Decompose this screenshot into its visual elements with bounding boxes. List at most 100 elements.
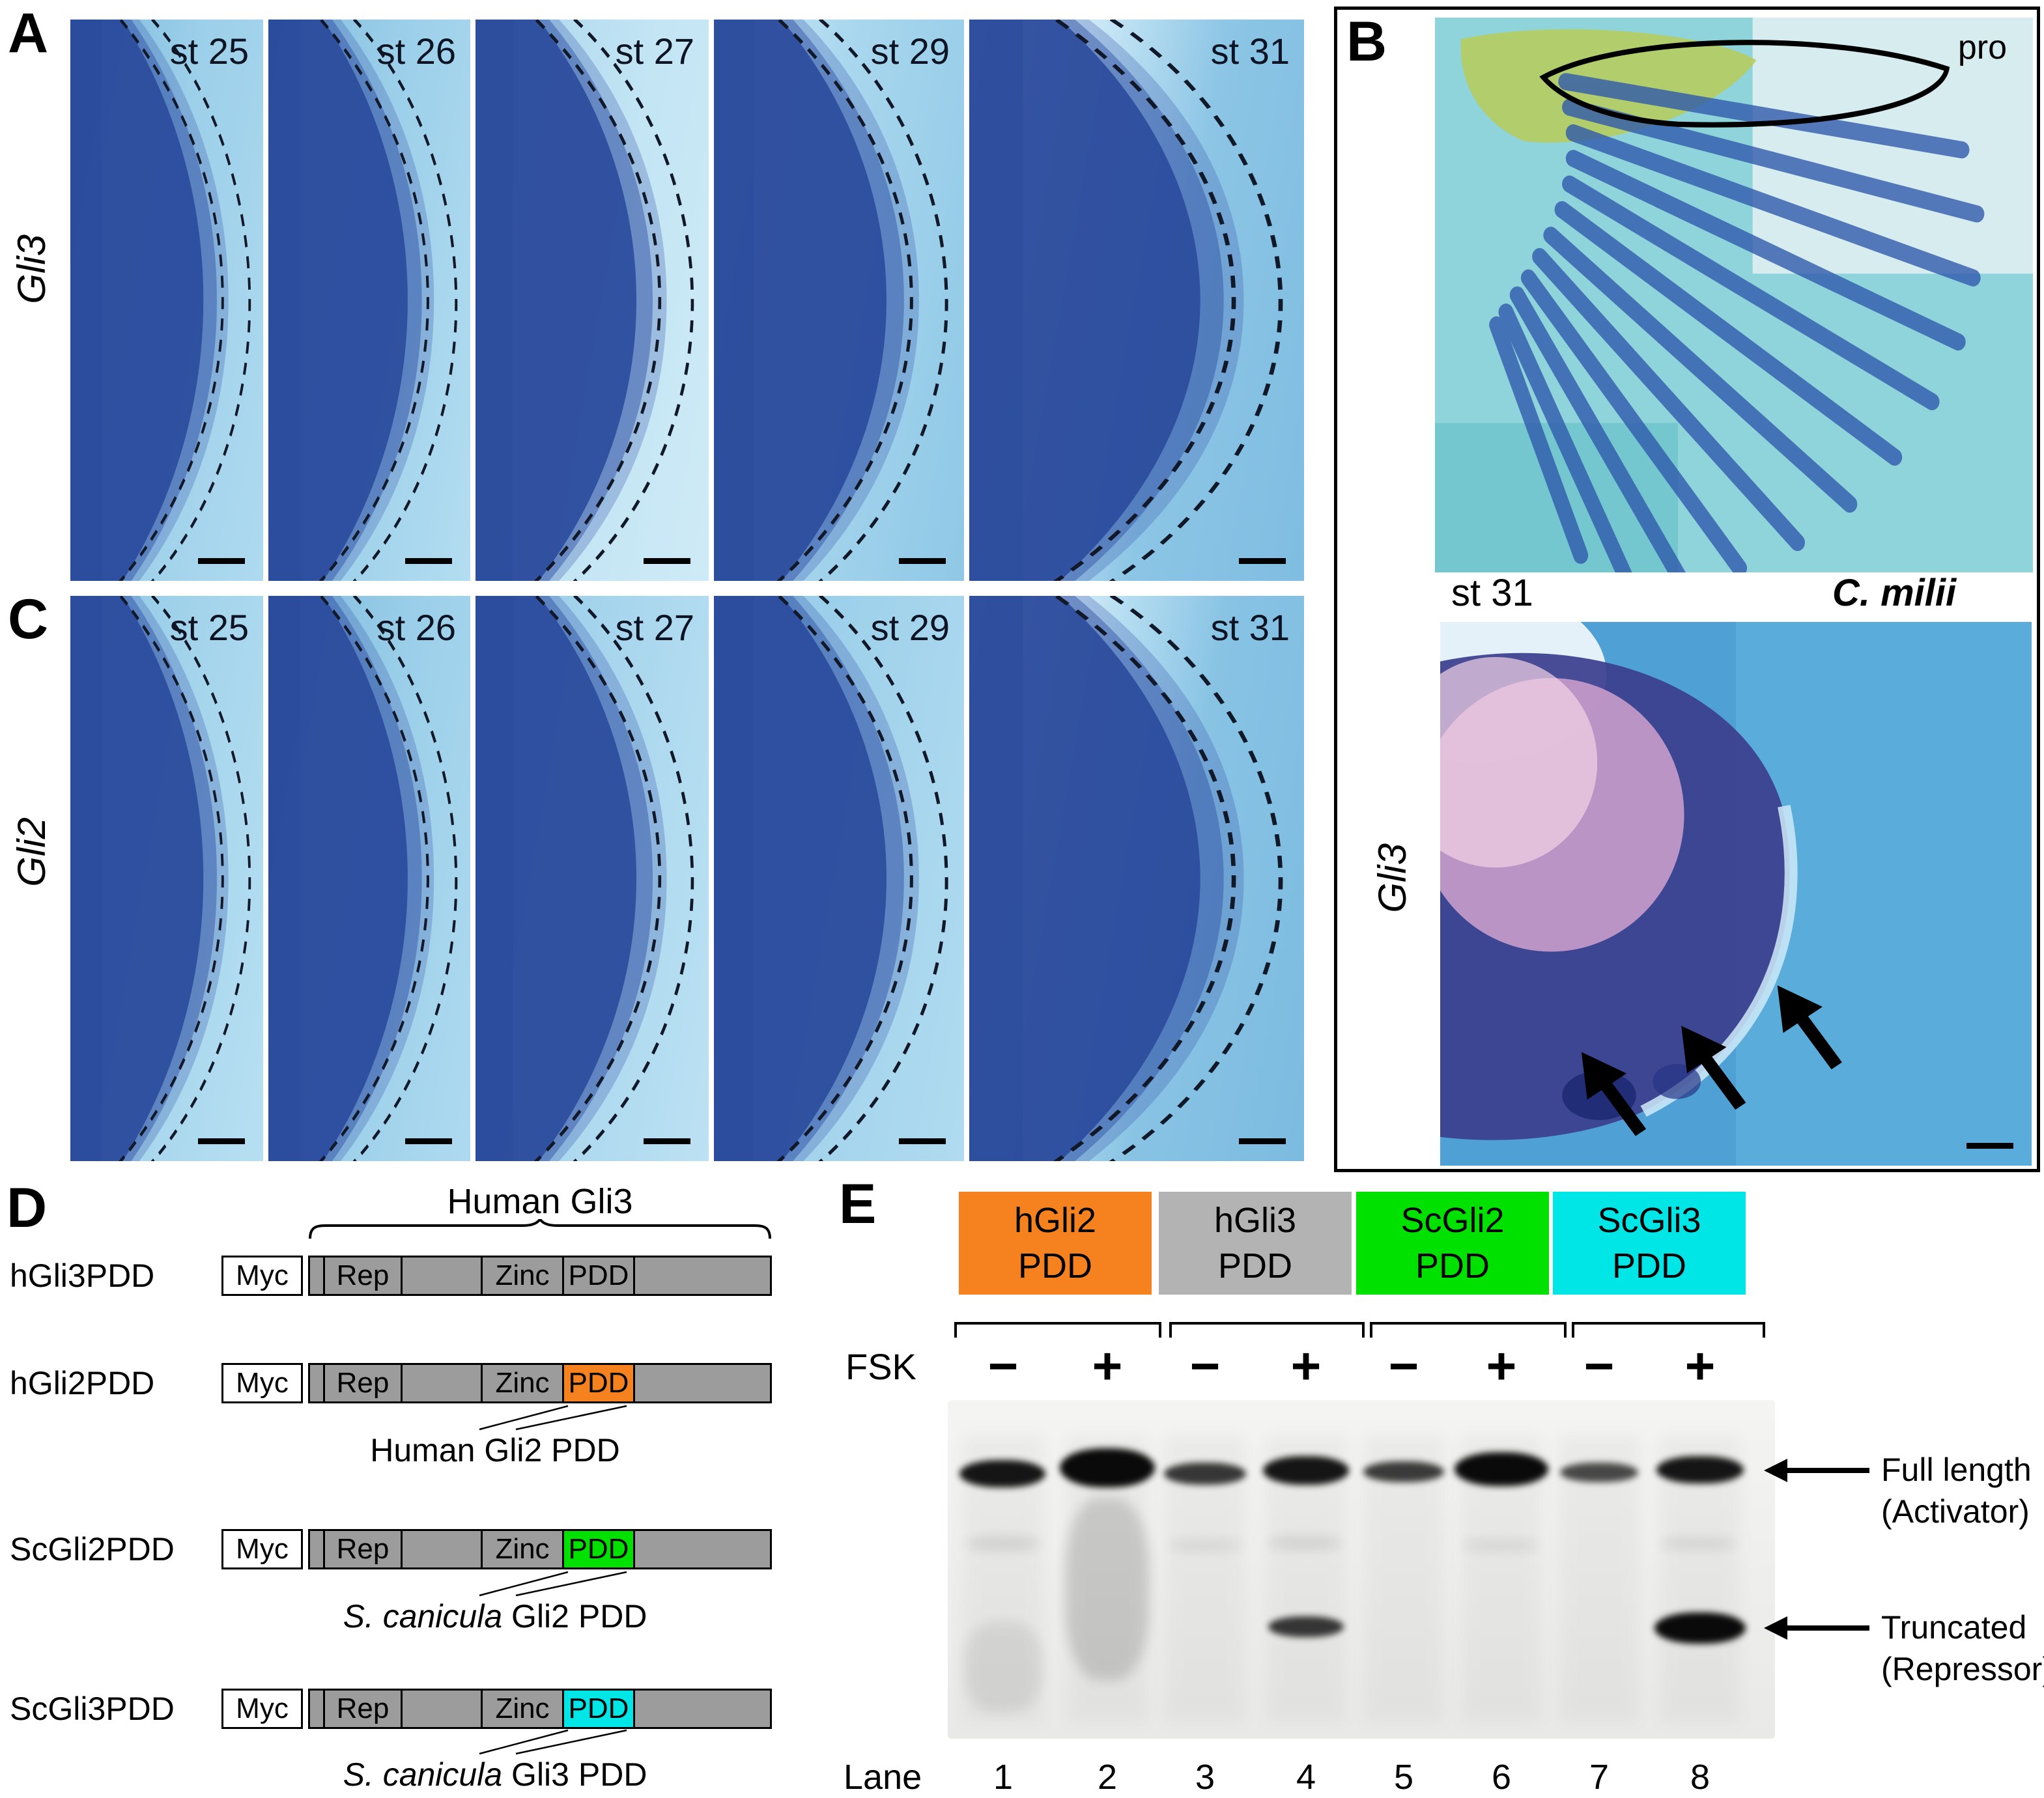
- rep-domain-box: Rep: [323, 1363, 403, 1403]
- fin-illustration: [714, 20, 964, 581]
- fin-illustration: [969, 596, 1304, 1161]
- pdd-annotation: S. canicula Gli2 PDD: [313, 1597, 677, 1635]
- construct-name: ScGli2PDD: [10, 1531, 175, 1567]
- group-line2: PDD: [1017, 1246, 1092, 1285]
- pdd-pointer-lines: [479, 1571, 627, 1597]
- stage-label: st 26: [376, 607, 456, 648]
- lane-number-4: 4: [1296, 1758, 1316, 1797]
- scale-bar: [1239, 1138, 1286, 1144]
- fsk-sign-lane8: +: [1684, 1337, 1716, 1395]
- stage-label: st 29: [870, 31, 950, 72]
- band-full-lane3: [1164, 1463, 1246, 1485]
- full-length-label-line1: Full length: [1881, 1452, 2032, 1488]
- panel-a-gene-label: Gli3: [10, 234, 53, 304]
- gli3-insitu-photo: [1440, 622, 2032, 1166]
- stage-label: st 29: [870, 607, 950, 648]
- lane-smear: [1559, 1436, 1639, 1722]
- pdd-pointer-lines: [479, 1729, 627, 1755]
- western-blot: [948, 1400, 1775, 1739]
- gli3-insitu-illustration: [1440, 622, 2032, 1166]
- construct-bar: Rep Zinc PDD: [308, 1529, 772, 1569]
- lane-number-5: 5: [1393, 1758, 1414, 1797]
- rep-domain-box: Rep: [323, 1529, 403, 1569]
- myc-tag-box: Myc: [221, 1363, 303, 1403]
- pdd-domain-box: PDD: [562, 1529, 635, 1569]
- lane-pair-bracket: [1169, 1322, 1365, 1338]
- panel-d-label: D: [7, 1177, 48, 1239]
- skeletal-fin-illustration: [1435, 18, 2033, 572]
- rep-domain-box: Rep: [323, 1256, 403, 1296]
- scale-bar: [1239, 558, 1286, 564]
- fin-photo-gli2-st26: st 26: [268, 596, 470, 1161]
- scale-bar: [644, 558, 690, 564]
- rep-domain-box: Rep: [323, 1689, 403, 1729]
- truncated-label-line1: Truncated: [1881, 1609, 2027, 1646]
- pdd-domain-box: PDD: [562, 1689, 635, 1729]
- faint-band-lane3: [1169, 1540, 1241, 1551]
- fin-photo-gli2-st27: st 27: [476, 596, 709, 1161]
- fsk-sign-lane4: +: [1290, 1337, 1322, 1395]
- panel-a-label: A: [8, 2, 49, 64]
- stage-label: st 27: [615, 31, 694, 72]
- fsk-sign-lane2: +: [1092, 1337, 1123, 1395]
- annotation-text: Gli3 PDD: [502, 1756, 647, 1793]
- fin-illustration: [476, 596, 709, 1161]
- group-line2: PDD: [1415, 1246, 1490, 1285]
- stage-label: st 31: [1451, 572, 1533, 614]
- lane-number-2: 2: [1097, 1758, 1118, 1797]
- myc-tag-box: Myc: [221, 1256, 303, 1296]
- fin-illustration: [476, 20, 709, 581]
- annotation-species: S. canicula: [343, 1756, 503, 1793]
- fin-photo-gli3-st25: st 25: [70, 20, 263, 581]
- zinc-domain-box: Zinc: [481, 1689, 564, 1729]
- fin-illustration: [70, 596, 263, 1161]
- lane-pair-bracket: [1370, 1322, 1567, 1338]
- faint-band-lane8: [1661, 1538, 1736, 1549]
- lane-number-6: 6: [1491, 1758, 1512, 1797]
- group-line2: PDD: [1217, 1246, 1292, 1285]
- truncated-label-line2: (Repressor): [1881, 1651, 2044, 1687]
- scale-bar: [899, 558, 946, 564]
- fsk-label: FSK: [845, 1346, 916, 1387]
- band-truncated-lane8: [1654, 1612, 1746, 1644]
- fin-photo-gli2-st25: st 25: [70, 596, 263, 1161]
- zinc-domain-box: Zinc: [481, 1256, 564, 1296]
- group-line1: hGli3: [1214, 1200, 1297, 1240]
- panel-c-gene-label: Gli2: [10, 817, 53, 887]
- scale-bar: [405, 558, 452, 564]
- zinc-domain-box: Zinc: [481, 1529, 564, 1569]
- band-full-lane1: [959, 1460, 1045, 1487]
- fsk-sign-lane6: +: [1486, 1337, 1517, 1395]
- scale-bar: [198, 558, 245, 564]
- fsk-sign-lane1: −: [987, 1337, 1019, 1395]
- faint-band-lane6: [1462, 1540, 1537, 1551]
- lane-number-3: 3: [1195, 1758, 1215, 1797]
- construct-bar: Rep Zinc PDD: [308, 1363, 772, 1403]
- group-line1: hGli2: [1014, 1200, 1097, 1240]
- myc-tag-box: Myc: [221, 1689, 303, 1729]
- myc-tag-box: Myc: [221, 1529, 303, 1569]
- panel-b-gene-label: Gli3: [1370, 843, 1414, 913]
- fin-illustration: [268, 20, 470, 581]
- brace: [309, 1219, 771, 1239]
- fin-photo-gli3-st26: st 26: [268, 20, 470, 581]
- zinc-domain-box: Zinc: [481, 1363, 564, 1403]
- band-full-lane5: [1363, 1461, 1444, 1482]
- smear-lane2: [1065, 1498, 1150, 1680]
- scale-bar: [1966, 1143, 2013, 1149]
- construct-bar: Rep Zinc PDD: [308, 1256, 772, 1296]
- truncated-arrow: [1764, 1616, 1869, 1640]
- full-length-arrow: [1764, 1459, 1869, 1482]
- fin-photo-gli2-st31: st 31: [969, 596, 1304, 1161]
- construct-hgli3pdd: hGli3PDD Myc Rep Zinc PDD: [10, 1254, 775, 1298]
- construct-name: hGli2PDD: [10, 1365, 155, 1401]
- group-box-scgli2pdd: ScGli2 PDD: [1356, 1192, 1549, 1295]
- scale-bar: [405, 1138, 452, 1144]
- construct-scgli2pdd: ScGli2PDD Myc Rep Zinc PDD: [10, 1527, 775, 1571]
- panel-c-label: C: [8, 588, 49, 651]
- species-label: C. milii: [1832, 572, 1957, 614]
- construct-bar: Rep Zinc PDD: [308, 1689, 772, 1729]
- group-box-scgli3pdd: ScGli3 PDD: [1553, 1192, 1746, 1295]
- fin-illustration: [714, 596, 964, 1161]
